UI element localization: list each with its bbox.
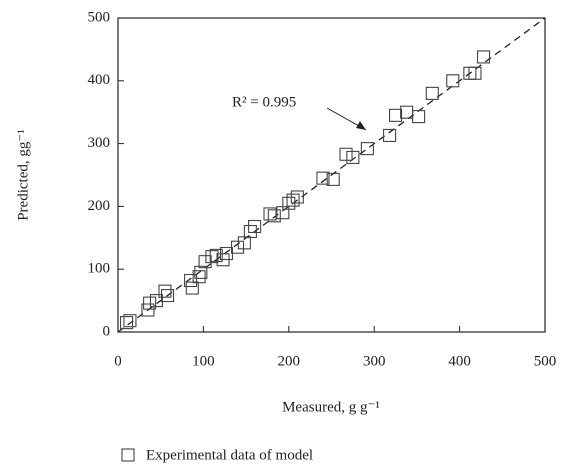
y-tick-label: 400 — [88, 72, 111, 88]
x-tick-label: 100 — [192, 353, 215, 369]
data-point — [184, 273, 198, 288]
x-tick-label: 300 — [363, 353, 386, 369]
x-tick-label: 0 — [114, 353, 122, 369]
plot-frame — [117, 17, 546, 333]
data-point — [468, 66, 482, 80]
data-point — [141, 303, 155, 317]
y-tick-label: 500 — [88, 9, 111, 25]
y-tick-label: 0 — [103, 323, 111, 339]
data-point — [248, 219, 262, 234]
data-point — [149, 294, 163, 308]
data-point — [231, 240, 245, 254]
data-point — [286, 193, 300, 207]
data-point — [143, 296, 157, 310]
data-point — [263, 207, 277, 221]
data-point — [360, 142, 374, 156]
data-point — [476, 50, 491, 64]
data-point — [425, 86, 439, 100]
data-point — [383, 128, 397, 142]
data-point — [209, 248, 223, 262]
arrow-head — [356, 121, 366, 130]
y-tick-label: 100 — [88, 261, 111, 277]
legend-label: Experimental data of model — [146, 447, 313, 463]
data-point — [346, 150, 360, 164]
x-tick-label: 500 — [534, 353, 557, 369]
data-point — [158, 284, 172, 298]
annotation: R² = 0.995 — [232, 94, 296, 110]
data-point — [388, 108, 403, 122]
data-point — [446, 74, 460, 88]
x-tick-label: 200 — [278, 353, 301, 369]
y-axis-label: Predicted, gg⁻¹ — [15, 129, 31, 221]
y-tick-label: 300 — [88, 135, 111, 151]
data-point — [290, 190, 304, 204]
x-tick-label: 400 — [448, 353, 471, 369]
x-axis-label: Measured, g g⁻¹ — [282, 399, 380, 415]
data-point — [412, 110, 426, 124]
data-point — [194, 265, 208, 279]
data-point — [205, 250, 219, 264]
legend-marker — [121, 448, 135, 462]
data-point — [267, 209, 281, 223]
data-point — [192, 270, 206, 284]
reference-line — [117, 17, 546, 333]
data-point — [185, 281, 199, 295]
data-point — [316, 171, 330, 185]
data-point — [123, 314, 137, 328]
data-point — [119, 316, 134, 330]
data-point — [339, 147, 353, 161]
data-point — [243, 224, 257, 239]
data-point — [160, 289, 175, 303]
data-point — [326, 172, 340, 186]
y-tick-label: 200 — [88, 198, 111, 214]
